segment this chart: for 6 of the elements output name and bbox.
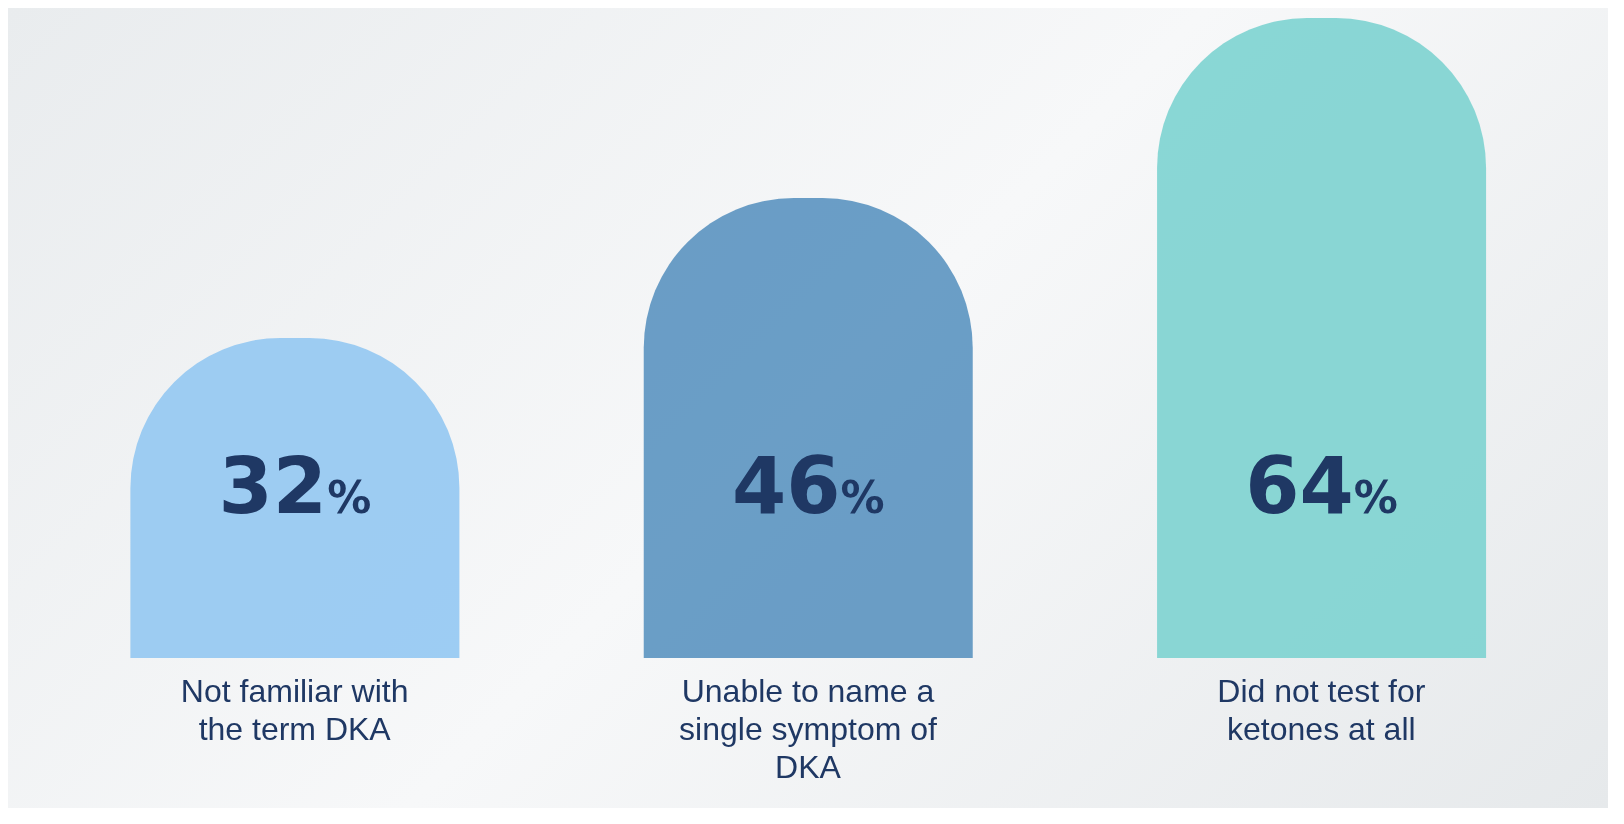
data-label: 32% xyxy=(218,441,372,531)
x-tick-label: Unable to name a single symptom of DKA xyxy=(679,673,938,785)
x-tick-label: Not familiar with the term DKA xyxy=(180,673,409,747)
data-label: 46% xyxy=(731,441,885,531)
x-tick-label: Did not test for ketones at all xyxy=(1217,673,1426,747)
data-label: 64% xyxy=(1245,441,1398,531)
